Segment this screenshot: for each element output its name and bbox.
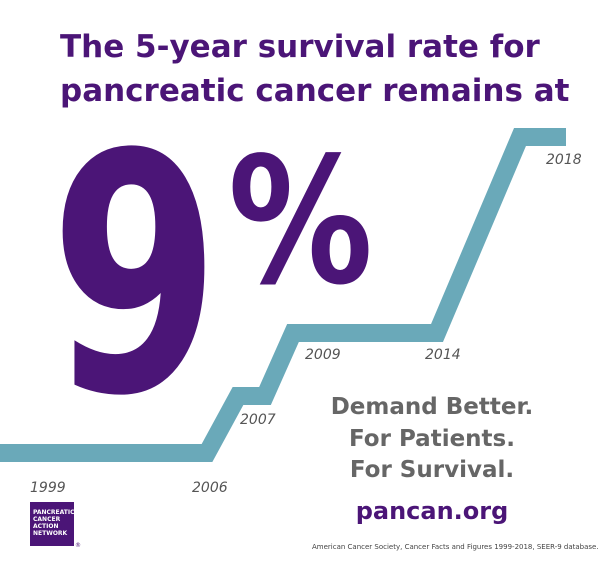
headline: The 5-year survival rate for [60,29,541,65]
tagline: Demand Better. [331,394,534,420]
year-label: 2014 [425,347,461,363]
step-line [0,128,566,462]
source: American Cancer Society, Cancer Facts an… [312,543,599,551]
year-label: 2009 [305,347,341,363]
year-label: 2018 [546,152,582,168]
url: pancan.org [356,497,509,525]
logo-text: NETWORK [33,530,68,537]
tagline: For Survival. [350,457,514,483]
year-label: 2007 [240,412,276,428]
logo-text: ACTION [33,523,59,530]
logo-text: CANCER [33,516,61,523]
big-unit: % [228,121,373,324]
tagline: For Patients. [349,426,515,452]
year-label: 2006 [192,480,228,496]
headline: pancreatic cancer remains at [60,73,570,109]
logo-text: PANCREATIC [33,509,75,516]
big-number: 9 [50,84,220,468]
logo-mark: ® [75,542,81,549]
logo-box [30,502,74,546]
year-label: 1999 [30,480,66,496]
